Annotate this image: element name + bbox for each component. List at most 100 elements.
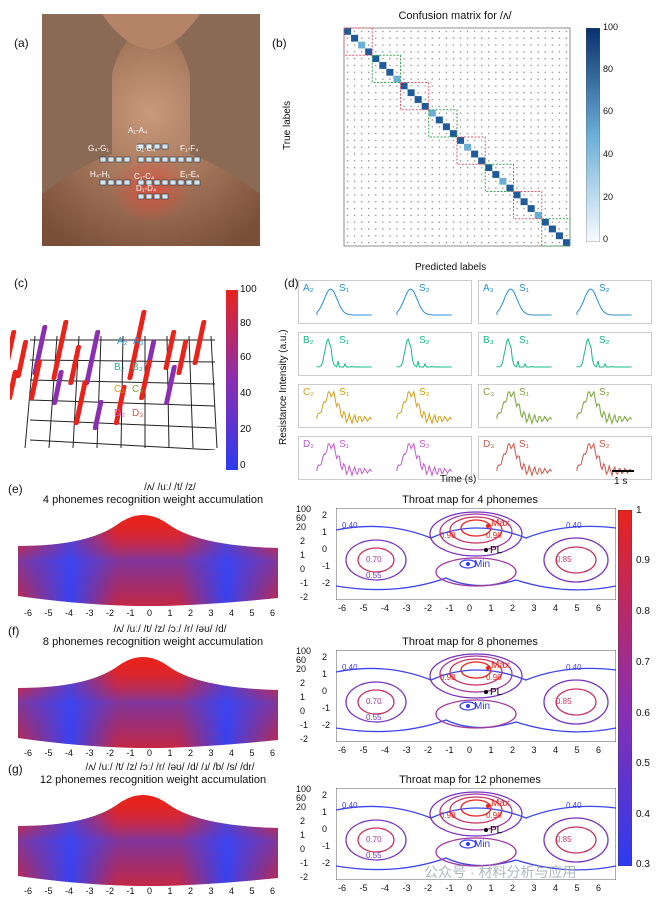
- y-tick: -2: [300, 592, 309, 602]
- cm-zero-cell: [487, 71, 490, 74]
- cm-zero-cell: [551, 71, 554, 74]
- cm-zero-cell: [473, 214, 476, 217]
- cm-zero-cell: [424, 153, 427, 155]
- bar-3d: [92, 400, 104, 430]
- cm-zero-cell: [516, 187, 518, 189]
- cm-zero-cell: [466, 139, 469, 142]
- cm-zero-cell: [466, 85, 469, 87]
- cm-zero-cell: [374, 132, 377, 135]
- cm-zero-cell: [487, 194, 490, 196]
- cm-zero-cell: [424, 44, 427, 46]
- cm-zero-cell: [537, 132, 540, 135]
- cm-zero-cell: [382, 132, 384, 135]
- cm-zero-cell: [438, 160, 441, 162]
- cm-zero-cell: [417, 234, 419, 237]
- x-tick: -3: [85, 886, 94, 896]
- cm-zero-cell: [403, 78, 405, 80]
- cm-zero-cell: [502, 221, 504, 223]
- cm-zero-cell: [473, 44, 476, 46]
- cm-zero-cell: [537, 98, 540, 101]
- cm-zero-cell: [459, 214, 462, 217]
- cm-zero-cell: [367, 139, 370, 142]
- cm-zero-cell: [424, 166, 427, 169]
- contour-level: 0.40: [566, 801, 582, 810]
- cm-zero-cell: [374, 139, 377, 142]
- map-x-tick: -3: [402, 603, 411, 613]
- bar-3d: [52, 370, 64, 405]
- cm-zero-cell: [530, 241, 532, 244]
- cm-zero-cell: [346, 44, 349, 46]
- contour-level: 0.40: [342, 801, 358, 810]
- cm-zero-cell: [459, 64, 462, 67]
- min-label: Min: [474, 701, 490, 712]
- cm-zero-cell: [487, 241, 490, 244]
- cm-zero-cell: [523, 166, 525, 169]
- bar-3d: [176, 340, 189, 375]
- cm-zero-cell: [403, 173, 405, 176]
- cm-zero-cell: [558, 44, 561, 46]
- map-x-tick: 0: [467, 745, 473, 755]
- cm-zero-cell: [396, 173, 398, 176]
- cm-zero-cell: [459, 241, 462, 244]
- cm-zero-cell: [459, 132, 462, 135]
- cm-zero-cell: [523, 44, 525, 46]
- cm-zero-cell: [389, 139, 391, 142]
- panel-label-g: (g): [8, 762, 23, 776]
- cm-zero-cell: [516, 207, 518, 210]
- cm-zero-cell: [551, 194, 554, 196]
- cm-zero-cell: [558, 166, 561, 169]
- neck-sensor-labels: A₁-A₄ B₁-B₄ G₄-G₁ F₁-F₄ H₄-H₁ E₁-E₄ C₁-C…: [88, 126, 218, 193]
- cm-zero-cell: [565, 207, 568, 210]
- cm-zero-cell: [537, 241, 540, 244]
- cm-zero-cell: [558, 139, 561, 142]
- cm-zero-cell: [353, 194, 356, 196]
- cm-zero-cell: [346, 64, 349, 67]
- cm-zero-cell: [403, 132, 405, 135]
- cb-tick: 40: [240, 388, 252, 399]
- cm-zero-cell: [403, 125, 405, 128]
- cm-zero-cell: [374, 228, 377, 230]
- min-label: Min: [474, 559, 490, 570]
- cm-zero-cell: [360, 125, 363, 128]
- cm-zero-cell: [353, 119, 356, 121]
- cm-zero-cell: [558, 221, 561, 223]
- cm-zero-cell: [403, 234, 405, 237]
- signal-id: C₂: [303, 387, 315, 398]
- cm-zero-cell: [558, 132, 561, 135]
- cm-zero-cell: [403, 187, 405, 189]
- neck-illustration: [42, 14, 260, 246]
- signal-id: B₃: [483, 335, 494, 346]
- cm-zero-cell: [544, 173, 547, 176]
- x-tick: -6: [24, 748, 33, 758]
- cm-zero-cell: [374, 51, 377, 53]
- cm-zero-cell: [360, 64, 363, 67]
- cm-zero-cell: [466, 57, 469, 60]
- signal-id: B₂: [303, 335, 314, 346]
- cm-zero-cell: [487, 187, 490, 189]
- cm-zero-cell: [410, 180, 412, 183]
- cm-zero-cell: [353, 64, 356, 67]
- cm-zero-cell: [473, 125, 476, 128]
- cm-zero-cell: [502, 207, 504, 210]
- y-tick: -1: [300, 858, 309, 868]
- cm-zero-cell: [459, 112, 462, 114]
- cm-diag-cell: [527, 205, 535, 212]
- y-tick: 2: [300, 816, 306, 826]
- cm-zero-cell: [410, 44, 412, 46]
- cm-zero-cell: [509, 57, 511, 60]
- cm-zero-cell: [551, 166, 554, 169]
- cm-zero-cell: [487, 180, 490, 183]
- y-tick: -2: [300, 872, 309, 882]
- cm-zero-cell: [410, 139, 412, 142]
- cm-zero-cell: [389, 78, 391, 80]
- cm-zero-cell: [360, 207, 363, 210]
- cm-zero-cell: [565, 78, 568, 80]
- cm-zero-cell: [530, 173, 532, 176]
- x-tick: 5: [249, 886, 255, 896]
- sensor-label-h: H₄-H₁: [90, 170, 111, 179]
- map-x-tick: -3: [402, 883, 411, 893]
- x-tick: -1: [126, 886, 135, 896]
- cm-zero-cell: [410, 37, 412, 40]
- cm-zero-cell: [487, 125, 490, 128]
- cm-zero-cell: [466, 132, 469, 135]
